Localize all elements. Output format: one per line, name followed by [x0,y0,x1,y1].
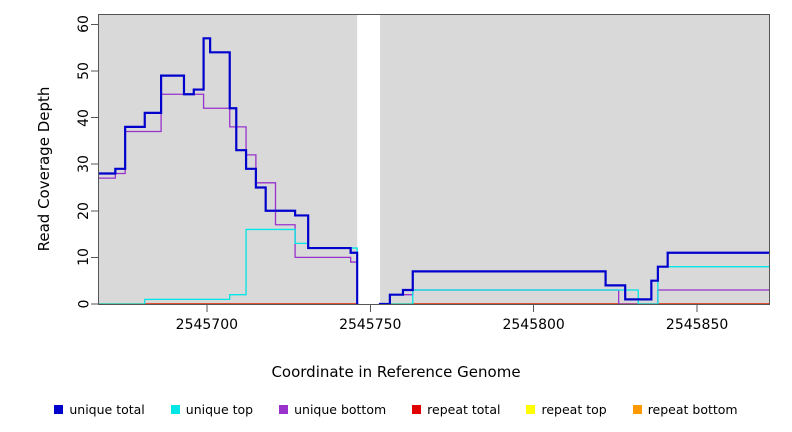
series-unique-total [99,37,769,304]
x-tick-label-2545800: 2545800 [502,317,565,333]
legend-label: repeat top [541,401,607,417]
y-axis-title: Read Coverage Depth [35,86,53,252]
x-tick-label-2545750: 2545750 [339,317,402,333]
legend-swatch-icon [412,404,422,414]
y-tick-label-60: 60 [76,15,92,34]
panel-background-0 [99,15,358,304]
legend-swatch-icon [54,404,64,414]
legend-swatch-icon [526,404,536,414]
y-tick-label-30: 30 [76,155,92,174]
legend-label: unique total [69,401,145,417]
legend-swatch-icon [279,404,289,414]
legend-swatch-icon [632,404,642,414]
data-gap-region [358,15,379,304]
legend-item-repeat-total[interactable]: repeat total [412,402,500,417]
legend-swatch-icon [170,404,180,414]
y-tick-label-50: 50 [76,62,92,80]
y-tick-label-0: 0 [76,299,92,309]
plot-area [98,14,770,305]
x-tick-label-2545700: 2545700 [175,317,239,333]
chart-legend: unique total unique top unique bottom repea… [0,398,792,420]
y-tick-label-40: 40 [76,108,92,127]
legend-label: unique top [185,401,254,417]
legend-item-unique-total[interactable]: unique total [54,401,145,417]
x-tick-label-2545850: 2545850 [665,317,729,333]
x-axis-title: Coordinate in Reference Genome [271,363,521,381]
y-tick-label-20: 20 [76,201,92,220]
y-tick-label-10: 10 [76,248,92,267]
legend-item-unique-top[interactable]: unique top [170,401,254,417]
legend-item-repeat-top[interactable]: repeat top [526,401,607,417]
panel-background-1 [380,15,769,304]
legend-label: repeat bottom [647,401,738,417]
legend-label: repeat total [427,401,501,417]
legend-item-unique-bottom[interactable]: unique bottom [279,402,386,417]
legend-item-repeat-bottom[interactable]: repeat bottom [632,401,738,417]
legend-label: unique bottom [294,401,387,417]
